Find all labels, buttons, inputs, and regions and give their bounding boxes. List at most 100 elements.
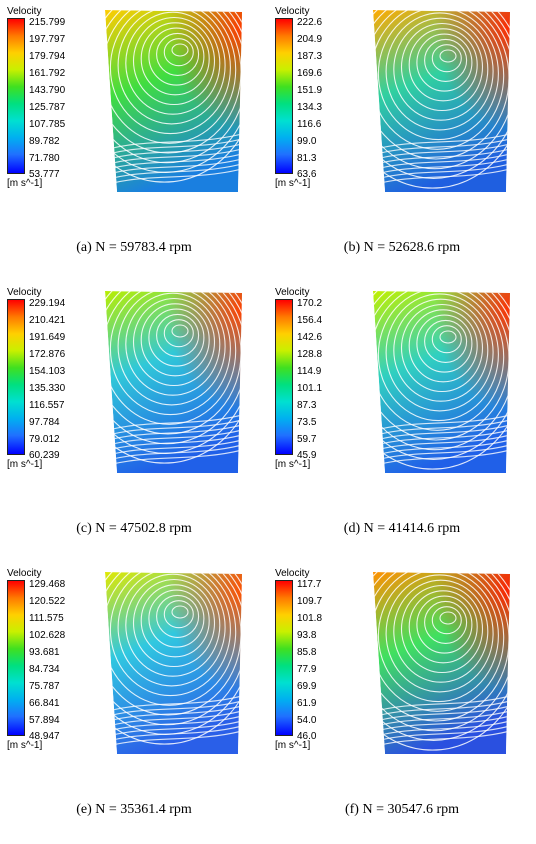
streamlines <box>373 572 510 754</box>
legend-tick: 57.894 <box>29 715 60 726</box>
legend-tick: 170.2 <box>297 298 323 309</box>
streamline-plot <box>373 10 510 192</box>
color-scale-bar <box>275 580 293 736</box>
legend-tick: 99.0 <box>297 136 317 147</box>
panel-f: Velocity 117.7 109.7 101.8 93.8 85.8 77.… <box>268 562 536 843</box>
panel-caption: (c) N = 47502.8 rpm <box>76 521 192 536</box>
legend-title: Velocity <box>275 568 310 579</box>
legend-tick: 161.792 <box>29 68 66 79</box>
legend-tick: 129.468 <box>29 579 66 590</box>
panel-caption: (d) N = 41414.6 rpm <box>343 521 461 536</box>
color-scale-bar <box>275 18 293 174</box>
legend-tick: 77.9 <box>297 664 317 675</box>
streamlines <box>373 291 510 473</box>
legend-tick: 116.557 <box>29 400 65 411</box>
legend-tick: 215.799 <box>29 17 66 28</box>
legend-tick: 116.6 <box>297 119 322 130</box>
streamline-plot <box>373 572 510 754</box>
legend-tick: 197.797 <box>29 34 66 45</box>
legend-tick: 154.103 <box>29 366 66 377</box>
legend-tick: 187.3 <box>297 51 323 62</box>
streamlines <box>105 10 242 192</box>
streamlines <box>105 291 242 473</box>
legend-tick: 101.8 <box>297 613 323 624</box>
legend-tick: 222.6 <box>297 17 323 28</box>
legend-tick: 109.7 <box>297 596 323 607</box>
legend-tick: 128.8 <box>297 349 323 360</box>
legend-tick: 179.794 <box>29 51 66 62</box>
legend-tick: 75.787 <box>29 681 60 692</box>
legend-tick: 151.9 <box>297 85 323 96</box>
legend-tick: 210.421 <box>29 315 66 326</box>
legend-tick: 204.9 <box>297 34 323 45</box>
panel-caption: (e) N = 35361.4 rpm <box>76 802 192 817</box>
legend-tick: 102.628 <box>29 630 66 641</box>
legend-tick: 93.8 <box>297 630 317 641</box>
legend-tick: 114.9 <box>297 366 322 377</box>
legend-tick: 134.3 <box>297 102 323 113</box>
legend-tick: 79.012 <box>29 434 60 445</box>
panel-c: Velocity 229.194 210.421 191.649 172.876… <box>0 281 268 562</box>
color-scale-bar <box>275 299 293 455</box>
legend-unit: [m s^-1] <box>275 740 311 751</box>
panel-caption: (f) N = 30547.6 rpm <box>344 802 460 817</box>
streamline-plot <box>105 572 242 754</box>
legend-title: Velocity <box>7 287 42 298</box>
panel-d: Velocity 170.2 156.4 142.6 128.8 114.9 1… <box>268 281 536 562</box>
legend-unit: [m s^-1] <box>275 178 311 189</box>
panel-caption: (a) N = 59783.4 rpm <box>76 240 192 255</box>
legend-unit: [m s^-1] <box>275 459 311 470</box>
legend-tick: 54.0 <box>297 715 317 726</box>
legend-tick: 142.6 <box>297 332 323 343</box>
streamline-plot <box>105 10 242 192</box>
legend-tick: 89.782 <box>29 136 60 147</box>
legend-tick: 107.785 <box>29 119 66 130</box>
legend-tick: 93.681 <box>29 647 60 658</box>
legend-tick: 84.734 <box>29 664 60 675</box>
legend-tick: 53.777 <box>29 169 60 180</box>
legend-title: Velocity <box>275 6 310 17</box>
legend-tick: 60.239 <box>29 450 60 461</box>
legend-unit: [m s^-1] <box>7 459 43 470</box>
legend-tick: 69.9 <box>297 681 317 692</box>
streamlines <box>373 10 510 192</box>
legend-tick: 117.7 <box>297 579 322 590</box>
legend-tick: 81.3 <box>297 153 317 164</box>
legend-tick: 66.841 <box>29 698 60 709</box>
legend-tick: 97.784 <box>29 417 60 428</box>
streamlines <box>105 572 242 754</box>
panel-b: Velocity 222.6 204.9 187.3 169.6 151.9 1… <box>268 0 536 281</box>
legend-tick: 73.5 <box>297 417 317 428</box>
color-scale-bar <box>7 299 25 455</box>
legend-title: Velocity <box>7 6 42 17</box>
legend-unit: [m s^-1] <box>7 178 43 189</box>
color-scale-bar <box>7 580 25 736</box>
streamline-plot <box>373 291 510 473</box>
legend-tick: 125.787 <box>29 102 66 113</box>
legend-title: Velocity <box>275 287 310 298</box>
legend-tick: 229.194 <box>29 298 66 309</box>
legend-unit: [m s^-1] <box>7 740 43 751</box>
legend-tick: 101.1 <box>297 383 323 394</box>
panel-caption: (b) N = 52628.6 rpm <box>343 240 461 255</box>
legend-tick: 156.4 <box>297 315 323 326</box>
legend-tick: 63.6 <box>297 169 317 180</box>
panel-e: Velocity 129.468 120.522 111.575 102.628… <box>0 562 268 843</box>
legend-tick: 191.649 <box>29 332 66 343</box>
legend-tick: 120.522 <box>29 596 66 607</box>
streamline-plot <box>105 291 242 473</box>
legend-tick: 46.0 <box>297 731 317 742</box>
color-scale-bar <box>7 18 25 174</box>
legend-tick: 143.790 <box>29 85 66 96</box>
legend-tick: 48.947 <box>29 731 60 742</box>
legend-tick: 169.6 <box>297 68 323 79</box>
legend-tick: 71.780 <box>29 153 60 164</box>
legend-tick: 172.876 <box>29 349 66 360</box>
legend-tick: 85.8 <box>297 647 317 658</box>
legend-title: Velocity <box>7 568 42 579</box>
legend-tick: 61.9 <box>297 698 317 709</box>
legend-tick: 45.9 <box>297 450 317 461</box>
legend-tick: 59.7 <box>297 434 317 445</box>
panel-a: Velocity 215.799 197.797 179.794 161.792… <box>0 0 268 281</box>
legend-tick: 87.3 <box>297 400 317 411</box>
